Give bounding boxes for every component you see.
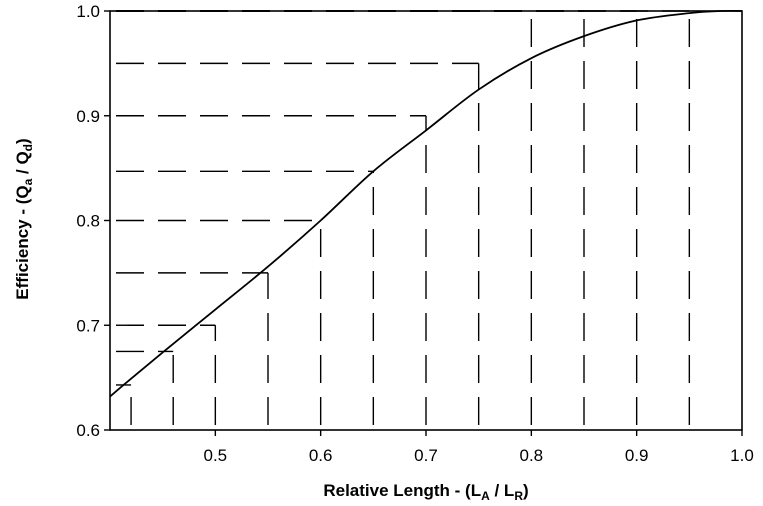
x-tick-label-1: 0.6 — [309, 446, 333, 465]
y-axis-label: Efficiency - (Qa / Qd) — [13, 138, 35, 299]
y-axis-label-prefix: Efficiency - (Q — [13, 185, 32, 299]
y-tick-label-3: 0.9 — [76, 107, 100, 126]
x-tick-label-0: 0.5 — [204, 446, 228, 465]
y-axis-label-mid: / Q — [13, 151, 32, 178]
y-tick-label-0: 0.6 — [76, 421, 100, 440]
x-axis-label-mid: / L — [490, 481, 515, 500]
y-axis-label-suffix: ) — [13, 138, 32, 144]
x-axis-label-prefix: Relative Length - (L — [323, 481, 481, 500]
x-axis-label-sub-r: R — [514, 489, 523, 501]
series-layer — [109, 9, 743, 398]
x-axis-label-suffix: ) — [523, 481, 529, 500]
tick-labels: 0.5 0.6 0.7 0.8 0.9 1.0 0.6 0.7 0.8 0.9 1.0 — [76, 2, 753, 465]
x-axis-label: Relative Length - (LA / LR) — [323, 481, 528, 501]
y-axis-label-sub-d: d — [21, 144, 35, 151]
x-tick-label-4: 0.9 — [625, 446, 649, 465]
y-tick-label-2: 0.8 — [76, 212, 100, 231]
x-tick-label-5: 1.0 — [730, 446, 754, 465]
x-tick-label-3: 0.8 — [520, 446, 544, 465]
x-axis-label-sub-a: A — [481, 489, 490, 501]
y-axis-label-sub-a: a — [21, 178, 35, 185]
efficiency-curve — [109, 9, 743, 398]
tick-marks — [104, 10, 743, 436]
reference-lines — [116, 10, 691, 425]
y-tick-label-4: 1.0 — [76, 2, 100, 21]
y-tick-label-1: 0.7 — [76, 316, 100, 335]
x-tick-label-2: 0.7 — [414, 446, 438, 465]
